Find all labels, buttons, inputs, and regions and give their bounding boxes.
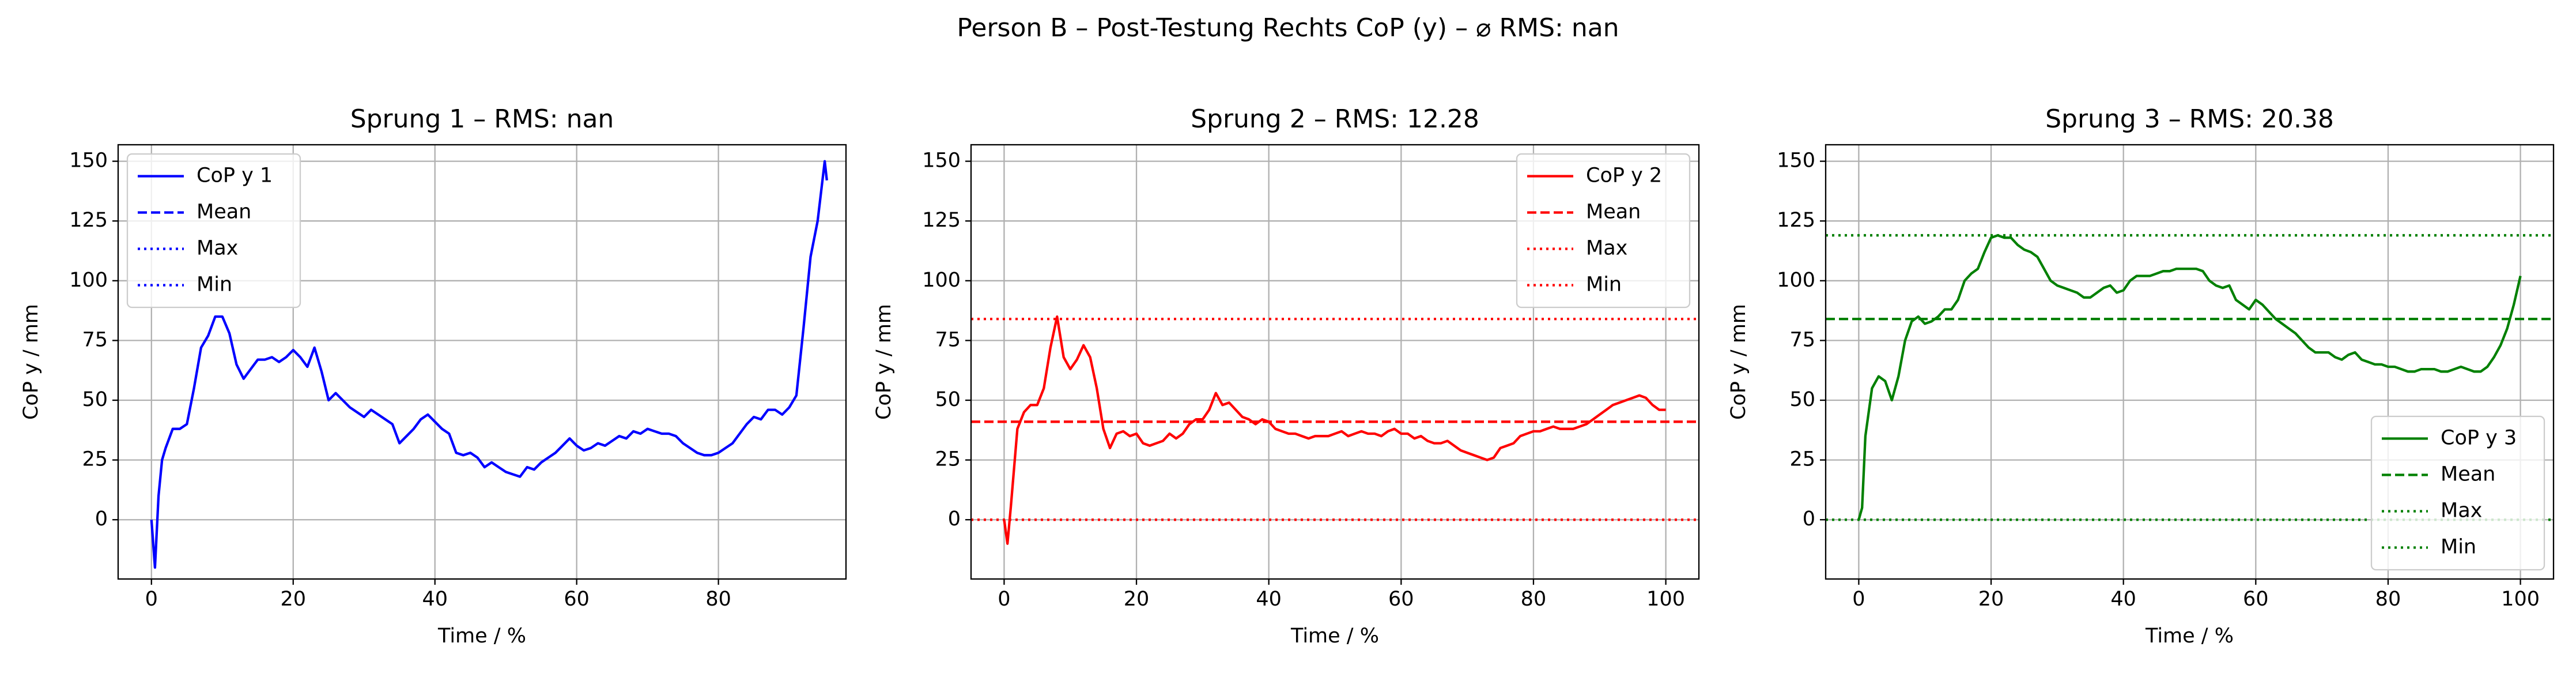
x-tick-label: 60	[564, 588, 590, 611]
legend-label: Mean	[197, 201, 251, 224]
y-tick-label: 50	[935, 388, 961, 411]
x-tick-label: 80	[2375, 588, 2401, 611]
y-axis-label: CoP y / mm	[872, 304, 896, 420]
axes-frame	[970, 144, 1700, 580]
x-tick-label: 100	[1646, 588, 1685, 611]
x-tick-label: 0	[145, 588, 158, 611]
legend-box	[126, 153, 301, 309]
x-tick-label: 40	[422, 588, 448, 611]
legend-label: Mean	[2441, 463, 2495, 486]
y-tick-label: 100	[922, 269, 961, 292]
x-tick-label: 0	[1852, 588, 1865, 611]
x-tick-label: 60	[2243, 588, 2269, 611]
subplot: 0 20 40 60 80 100 0 25 50 75 100 125 150 Sprung 2 – R…	[872, 104, 1700, 648]
y-tick-label: 25	[1789, 448, 1815, 471]
y-tick-label: 0	[948, 507, 961, 531]
y-tick-label: 75	[935, 328, 961, 351]
legend-label: Max	[2441, 499, 2482, 522]
x-tick-label: 20	[280, 588, 306, 611]
y-tick-label: 125	[69, 209, 108, 232]
y-tick-label: 150	[69, 149, 108, 172]
legend-box	[1516, 153, 1691, 309]
axes-title: Sprung 1 – RMS: nan	[350, 104, 614, 134]
legend-label: Max	[197, 237, 238, 260]
data-line	[1003, 315, 1666, 545]
x-axis-label: Time / %	[2145, 625, 2234, 648]
y-tick-label: 75	[1789, 328, 1815, 351]
legend-label: Min	[1586, 273, 1622, 296]
legend-label: CoP y 3	[2441, 427, 2517, 450]
x-tick-label: 100	[2501, 588, 2540, 611]
subplot: 0 20 40 60 80 100 0 25 50 75 100 125 150 Sprung 3 – R…	[1727, 104, 2555, 648]
legend-label: CoP y 1	[197, 164, 273, 187]
legend-label: CoP y 2	[1586, 164, 1662, 187]
y-tick-label: 50	[82, 388, 108, 411]
figure-title: Person B – Post-Testung Rechts CoP (y) –…	[957, 13, 1619, 43]
y-tick-label: 150	[922, 149, 961, 172]
x-tick-label: 80	[1521, 588, 1547, 611]
y-tick-label: 125	[922, 209, 961, 232]
y-tick-label: 25	[82, 448, 108, 471]
axes-title: Sprung 3 – RMS: 20.38	[2045, 104, 2334, 134]
x-tick-label: 0	[998, 588, 1010, 611]
legend-label: Max	[1586, 237, 1627, 260]
y-tick-label: 75	[82, 328, 108, 351]
y-tick-label: 100	[1777, 269, 1815, 292]
y-tick-label: 0	[1803, 507, 1815, 531]
y-axis-label: CoP y / mm	[20, 304, 43, 420]
axes-title: Sprung 2 – RMS: 12.28	[1191, 104, 1479, 134]
legend-label: Mean	[1586, 201, 1641, 224]
x-axis-label: Time / %	[437, 625, 526, 648]
y-tick-label: 125	[1777, 209, 1815, 232]
y-tick-label: 100	[69, 269, 108, 292]
axes-frame	[117, 144, 847, 580]
data-line	[150, 160, 828, 569]
y-tick-label: 50	[1789, 388, 1815, 411]
y-tick-label: 150	[1777, 149, 1815, 172]
x-axis-label: Time / %	[1290, 625, 1379, 648]
x-tick-label: 40	[1256, 588, 1282, 611]
x-tick-label: 80	[705, 588, 731, 611]
legend-label: Min	[197, 273, 232, 296]
legend-label: Min	[2441, 536, 2476, 559]
x-tick-label: 20	[1124, 588, 1150, 611]
x-tick-label: 40	[2110, 588, 2136, 611]
y-tick-label: 25	[935, 448, 961, 471]
data-line	[1857, 234, 2522, 520]
x-tick-label: 20	[1978, 588, 2004, 611]
y-tick-label: 0	[95, 507, 108, 531]
y-axis-label: CoP y / mm	[1727, 304, 1750, 420]
x-tick-label: 60	[1388, 588, 1414, 611]
subplot: 0 20 40 60 80 0 25 50 75 100 125 150 Sprung 1 – RMS:…	[20, 104, 847, 648]
axes-frame	[1825, 144, 2555, 580]
legend-box	[2370, 415, 2545, 571]
